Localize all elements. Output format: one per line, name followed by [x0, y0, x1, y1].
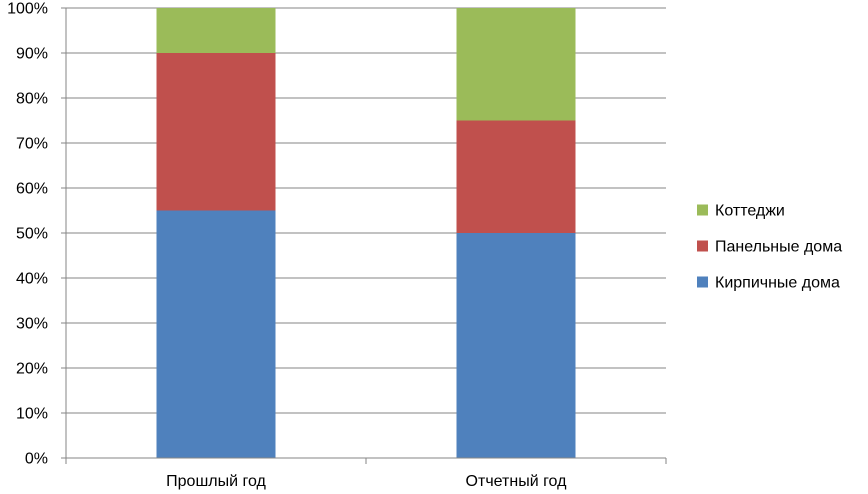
y-tick-label: 70% [16, 136, 48, 153]
bars [156, 8, 576, 458]
legend-item-3: Кирпичные дома [697, 275, 840, 292]
y-tick-label: 90% [16, 46, 48, 63]
legend-label: Коттеджи [715, 203, 785, 220]
y-tick-label: 20% [16, 361, 48, 378]
y-tick-label: 100% [7, 1, 48, 18]
bar-2-series-2 [456, 120, 576, 233]
x-category-label: Отчетный год [466, 473, 568, 490]
legend-item-2: Панельные дома [697, 239, 842, 256]
y-tick-label: 50% [16, 226, 48, 243]
y-tick-label: 10% [16, 406, 48, 423]
y-tick-label: 80% [16, 91, 48, 108]
legend-swatch [697, 240, 708, 252]
bar-2-series-3 [456, 8, 576, 121]
bar-1-series-2 [156, 53, 276, 211]
x-axis-category-labels: Прошлый год Отчетный год [166, 473, 567, 490]
y-tick-label: 30% [16, 316, 48, 333]
legend-label: Панельные дома [715, 239, 842, 256]
legend-swatch [697, 276, 708, 288]
bar-1-series-3 [156, 8, 276, 53]
y-axis-tick-labels: 0% 10% 20% 30% 40% 50% 60% 70% 80% 90% 100% [7, 1, 48, 468]
x-axis [61, 7, 667, 464]
legend: Коттеджи Панельные дома Кирпичные дома [697, 203, 842, 292]
legend-item-1: Коттеджи [697, 203, 785, 220]
bar-2-series-1 [456, 233, 576, 458]
gridlines [66, 7, 666, 414]
bar-1-series-1 [156, 210, 276, 458]
legend-label: Кирпичные дома [715, 275, 840, 292]
y-tick-label: 40% [16, 271, 48, 288]
legend-swatch [697, 204, 708, 216]
y-tick-label: 0% [25, 451, 48, 468]
x-category-label: Прошлый год [166, 473, 266, 490]
y-tick-label: 60% [16, 181, 48, 198]
